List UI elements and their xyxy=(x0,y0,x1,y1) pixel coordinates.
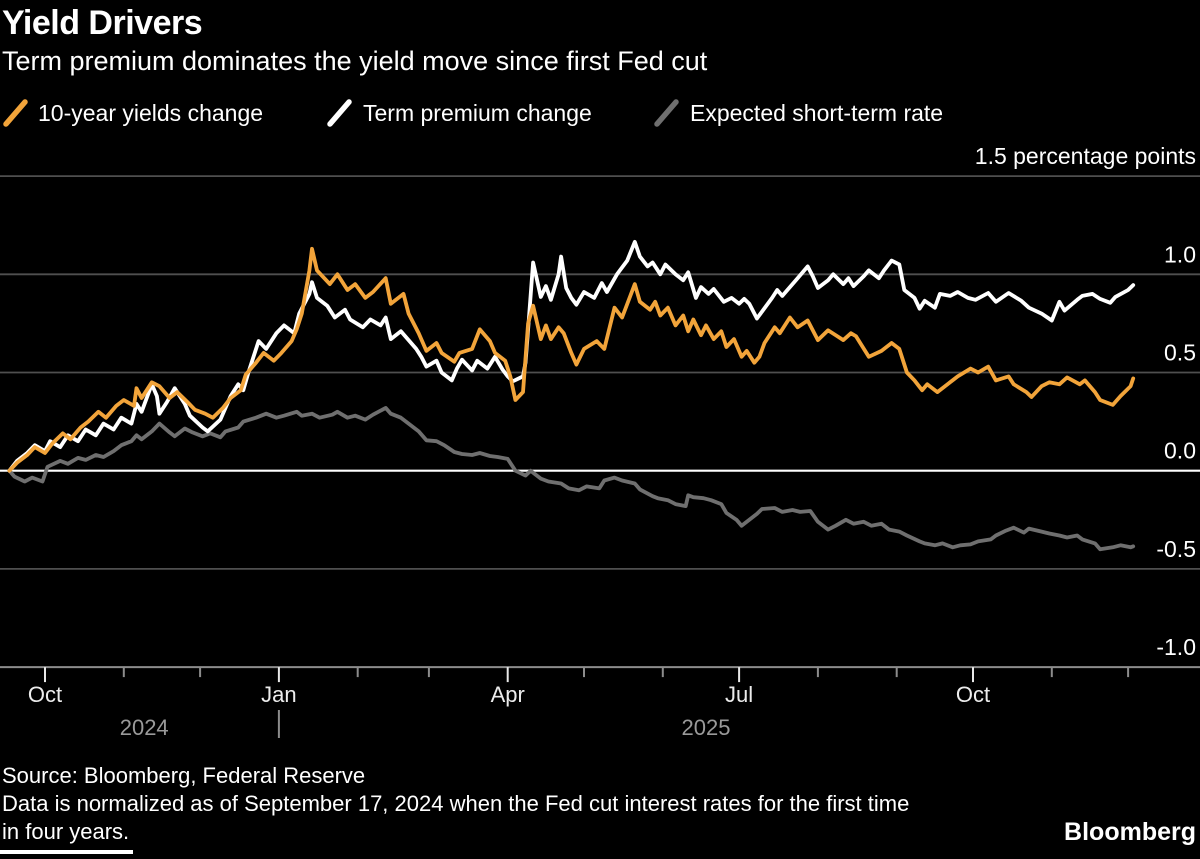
footnote-line-2: in four years. xyxy=(2,819,129,844)
x-axis-month-label: Apr xyxy=(491,682,525,707)
x-axis-group: Oct Jan Apr Jul Oct 2024 2025 xyxy=(28,667,1130,740)
bloomberg-logo: Bloomberg xyxy=(1064,818,1196,846)
video-progress-bar xyxy=(0,850,133,854)
x-axis-year-label: 2024 xyxy=(120,715,169,740)
series-lines-group xyxy=(7,239,1136,552)
x-axis-month-label: Jul xyxy=(725,682,753,707)
page-title: Yield Drivers xyxy=(2,4,202,42)
gridlines-group xyxy=(0,175,1200,669)
series-line-term-premium-change xyxy=(7,239,1136,473)
footnote-line-1: Data is normalized as of September 17, 2… xyxy=(2,791,909,816)
legend-marker-2 xyxy=(327,99,352,127)
legend-marker-3 xyxy=(654,99,679,127)
series-line-ten-year-yields-change xyxy=(7,246,1136,473)
legend-label-3: Expected short-term rate xyxy=(690,100,943,126)
source-text: Source: Bloomberg, Federal Reserve xyxy=(2,763,365,788)
y-axis-tick-label: 0.0 xyxy=(1164,438,1196,464)
x-axis-month-label: Jan xyxy=(261,682,296,707)
chart-legend: 10-year yields change Term premium change… xyxy=(3,99,943,127)
legend-label-1: 10-year yields change xyxy=(38,100,263,126)
series-line-expected-short-term-rate xyxy=(7,405,1136,552)
y-axis-tick-label: -0.5 xyxy=(1156,536,1196,562)
x-axis-year-label: 2025 xyxy=(682,715,731,740)
y-axis-tick-label: 1.0 xyxy=(1164,241,1196,267)
y-axis-tick-label: 0.5 xyxy=(1164,340,1196,366)
x-axis-month-label: Oct xyxy=(956,682,990,707)
legend-marker-1 xyxy=(3,99,28,127)
x-axis-month-label: Oct xyxy=(28,682,62,707)
y-axis-unit-label: 1.5 percentage points xyxy=(975,143,1196,169)
y-axis-labels-group: 1.0 0.5 0.0 -0.5 -1.0 xyxy=(1156,241,1196,660)
chart-subtitle: Term premium dominates the yield move si… xyxy=(2,46,708,76)
y-axis-tick-label: -1.0 xyxy=(1156,634,1196,660)
legend-label-2: Term premium change xyxy=(363,100,592,126)
